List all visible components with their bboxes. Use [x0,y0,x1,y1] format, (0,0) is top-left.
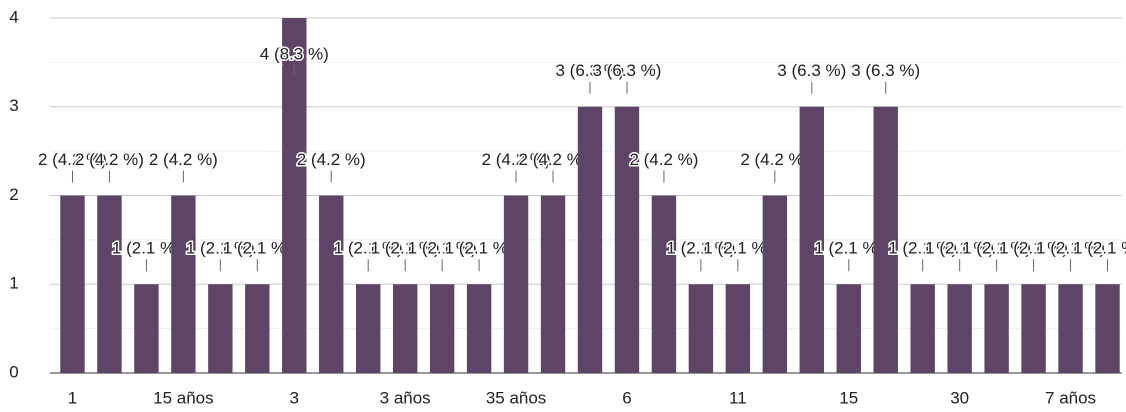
bar [577,106,603,373]
value-label: 2 (4.2 %) [629,150,698,169]
bar [171,195,196,373]
value-label: 2 (4.2 %) [297,150,366,169]
x-tick-label: 6 [622,388,631,407]
value-label: 3 (6.3 %) [592,61,661,80]
bar [319,195,344,373]
bar [466,284,492,373]
value-label: 1 (2.1 %) [112,239,181,258]
bar [762,195,788,373]
value-label: 1 (2.1 %) [666,239,735,258]
value-label: 2 (4.2 %) [740,150,809,169]
value-label: 1 (2.1 %) [1073,239,1126,258]
bar [134,284,159,373]
value-label: 2 (4.2 %) [38,150,107,169]
bar [540,195,566,373]
x-tick-label: 3 [290,388,299,407]
bar [984,284,1009,373]
value-label: 1 (2.1 %) [445,239,514,258]
bar [429,284,455,373]
y-tick-label: 2 [9,185,18,204]
value-label: 1 (2.1 %) [334,239,403,258]
bar [60,195,85,373]
x-tick-label: 11 [729,388,747,407]
bar [688,284,714,373]
value-label: 1 (2.1 %) [186,239,255,258]
value-label: 1 (2.1 %) [888,239,957,258]
value-label: 3 (6.3 %) [556,61,625,80]
bar [392,284,418,373]
value-label: 2 (4.2 %) [149,150,218,169]
bar [947,284,972,373]
value-label: 1 (2.1 %) [371,239,440,258]
bar [614,106,640,373]
y-tick-label: 3 [9,96,18,115]
bar [97,195,122,373]
y-tick-label: 0 [9,362,18,381]
value-label: 1 (2.1 %) [1036,239,1105,258]
value-label: 1 (2.1 %) [962,239,1031,258]
bar [799,106,824,373]
x-tick-label: 3 años [380,388,431,407]
y-tick-label: 1 [9,274,18,293]
value-label: 1 (2.1 %) [925,239,994,258]
value-label: 1 (2.1 %) [814,239,883,258]
bar [873,106,898,373]
bar [208,284,233,373]
x-tick-label: 35 años [486,388,547,407]
bar [651,195,677,373]
bar [503,195,529,373]
value-label: 2 (4.2 %) [75,150,144,169]
value-label: 4 (8.3 %) [260,44,329,63]
bar [356,284,381,373]
bar [725,284,751,373]
bar [282,18,307,373]
x-tick-label: 15 [839,388,858,407]
x-tick-label: 1 [68,388,77,407]
value-label: 2 (4.2 %) [519,150,588,169]
value-label: 1 (2.1 %) [223,239,292,258]
value-label: 2 (4.2 %) [482,150,551,169]
value-label: 1 (2.1 %) [999,239,1068,258]
bar [1021,284,1046,373]
bar [1058,284,1083,373]
value-label: 1 (2.1 %) [408,239,477,258]
bar [910,284,935,373]
y-tick-label: 4 [9,7,18,26]
value-label: 3 (6.3 %) [777,61,846,80]
x-tick-label: 30 [950,388,969,407]
value-label: 1 (2.1 %) [703,239,772,258]
bar [245,284,270,373]
value-label: 3 (6.3 %) [851,61,920,80]
bar [836,284,861,373]
x-tick-label: 15 años [153,388,214,407]
bar [1095,284,1120,373]
x-tick-label: 7 años [1045,388,1096,407]
